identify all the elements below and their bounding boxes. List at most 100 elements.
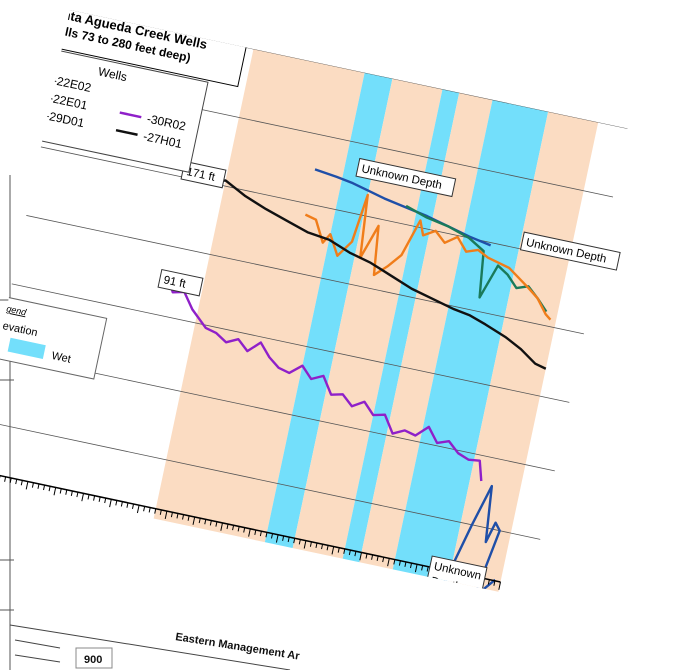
x-tick	[198, 518, 201, 524]
annotation-text: 91 ft	[162, 274, 187, 291]
x-tick	[426, 566, 429, 572]
x-tick	[98, 496, 101, 502]
legend-wet-swatch	[7, 337, 46, 359]
x-tick	[87, 494, 90, 500]
x-tick	[48, 486, 51, 492]
x-tick	[126, 502, 129, 508]
x-tick	[365, 553, 368, 559]
series-line-2	[304, 193, 552, 321]
x-tick	[4, 476, 7, 482]
x-tick	[220, 522, 223, 531]
x-tick	[387, 558, 390, 567]
legend-title: Wells	[97, 64, 128, 84]
x-tick	[120, 501, 123, 507]
period-band-wet	[380, 60, 557, 609]
x-tick	[232, 525, 235, 531]
x-tick	[136, 505, 140, 514]
x-tick	[354, 551, 357, 557]
x-tick	[309, 541, 312, 547]
x-tick	[254, 529, 257, 535]
x-tick	[382, 557, 385, 563]
x-tick	[315, 542, 318, 548]
x-tick	[43, 484, 46, 491]
x-tick	[209, 520, 212, 526]
x-tick	[376, 555, 379, 561]
x-tick	[414, 564, 418, 573]
x-tick	[131, 503, 135, 509]
x-tick	[237, 526, 240, 532]
x-tick	[115, 500, 118, 506]
legend-box: Santa Agueda Creek Wells (Wells 73 to 28…	[2, 10, 249, 173]
x-tick	[93, 495, 96, 501]
x-tick	[154, 508, 157, 514]
x-tick	[259, 531, 262, 537]
x-tick	[76, 492, 79, 498]
x-tick	[371, 554, 374, 560]
x-tick	[343, 548, 346, 554]
x-tick	[53, 487, 57, 496]
x-tick	[15, 479, 18, 485]
legend-wet-label: Wet	[50, 350, 71, 366]
x-tick	[265, 532, 268, 538]
x-tick	[70, 490, 73, 496]
x-tick	[164, 510, 168, 520]
x-tick	[187, 515, 190, 521]
gridline	[0, 407, 541, 540]
x-tick	[9, 477, 12, 483]
x-tick	[398, 560, 401, 566]
x-tick	[359, 552, 362, 561]
x-tick	[25, 481, 29, 490]
x-tick	[248, 528, 251, 537]
x-tick	[109, 499, 112, 508]
x-tick	[393, 559, 396, 565]
x-tick	[148, 507, 151, 513]
x-tick	[275, 534, 279, 543]
x-tick	[37, 483, 40, 489]
x-tick	[31, 482, 34, 488]
x-tick	[65, 489, 68, 495]
period-band-dry	[346, 53, 501, 609]
x-tick	[348, 549, 351, 556]
series-line-4	[207, 179, 547, 370]
annotation-text: 171 ft	[185, 166, 216, 184]
x-tick	[159, 509, 162, 515]
x-tick	[282, 535, 285, 541]
background-footer-value: 900	[84, 654, 102, 666]
series-line-3	[168, 279, 483, 482]
x-tick	[182, 514, 185, 520]
x-tick	[493, 580, 496, 586]
gridline	[0, 271, 570, 403]
x-tick	[192, 516, 196, 525]
x-tick	[81, 493, 84, 502]
x-tick	[215, 521, 218, 527]
x-tick	[243, 527, 246, 533]
x-tick	[204, 519, 207, 525]
x-tick	[20, 480, 23, 486]
bottom-legend-box: Legend roundwater Elevation Wet	[0, 282, 108, 380]
x-tick	[409, 562, 413, 569]
x-tick	[293, 538, 296, 544]
x-tick	[498, 581, 501, 590]
annotation-box	[355, 157, 457, 198]
period-band-dry	[141, 10, 373, 601]
x-tick	[337, 547, 340, 553]
x-tick	[287, 536, 290, 543]
x-tick	[303, 540, 307, 549]
x-tick	[326, 545, 329, 551]
x-tick	[170, 512, 173, 518]
x-tick	[404, 561, 407, 567]
x-tick	[59, 488, 62, 494]
x-tick	[104, 497, 107, 504]
x-tick	[331, 546, 335, 555]
gridline	[0, 202, 584, 335]
gridline	[0, 134, 599, 266]
x-tick	[321, 544, 324, 550]
x-tick	[270, 533, 274, 539]
legend-swatch	[115, 128, 138, 136]
x-tick	[176, 513, 179, 519]
annotation-box	[157, 268, 204, 297]
period-band-dry	[435, 72, 607, 609]
legend-swatch	[119, 111, 142, 119]
